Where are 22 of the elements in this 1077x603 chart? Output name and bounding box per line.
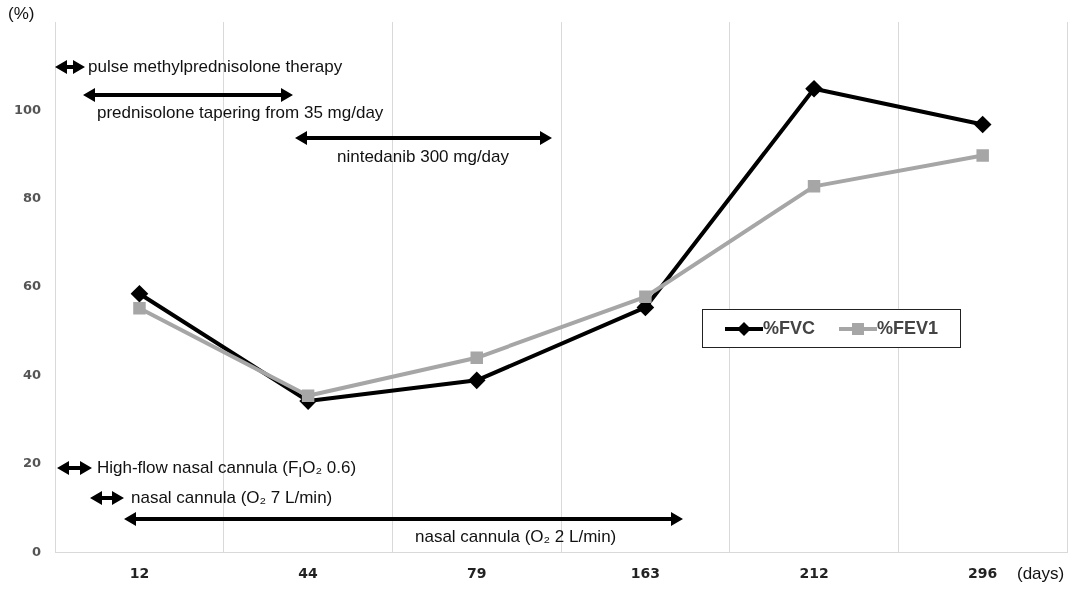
x-tick-label: 212 [799, 565, 829, 582]
x-tick-label: 296 [968, 565, 998, 582]
y-tick-label: 100 [14, 101, 42, 117]
x-tick-label: 79 [467, 565, 487, 582]
y-tick-label: 60 [23, 278, 42, 294]
y-tick-label: 80 [23, 190, 42, 206]
y-tick-label: 40 [23, 366, 42, 382]
annotation: prednisolone tapering from 35 mg/day [97, 103, 384, 123]
annotation: High-flow nasal cannula (F$_{I}$O₂ 0.6) [97, 458, 357, 483]
x-tick-label: 44 [298, 565, 319, 582]
annotation: nasal cannula (O₂ 7 L/min) [131, 488, 333, 508]
legend-label: %FVC [763, 318, 816, 340]
legend-label: %FEV1 [877, 318, 939, 340]
x-axis-title: (days) [1017, 564, 1065, 585]
y-axis-title: (%) [8, 4, 35, 24]
x-tick-label: 12 [129, 565, 150, 582]
y-tick-label: 0 [32, 543, 42, 559]
x-tick-label: 163 [630, 565, 661, 582]
annotation: nasal cannula (O₂ 2 L/min) [415, 527, 617, 547]
annotation: nintedanib 300 mg/day [337, 147, 510, 167]
annotation: pulse methylprednisolone therapy [88, 57, 343, 77]
y-tick-label: 20 [23, 455, 42, 471]
